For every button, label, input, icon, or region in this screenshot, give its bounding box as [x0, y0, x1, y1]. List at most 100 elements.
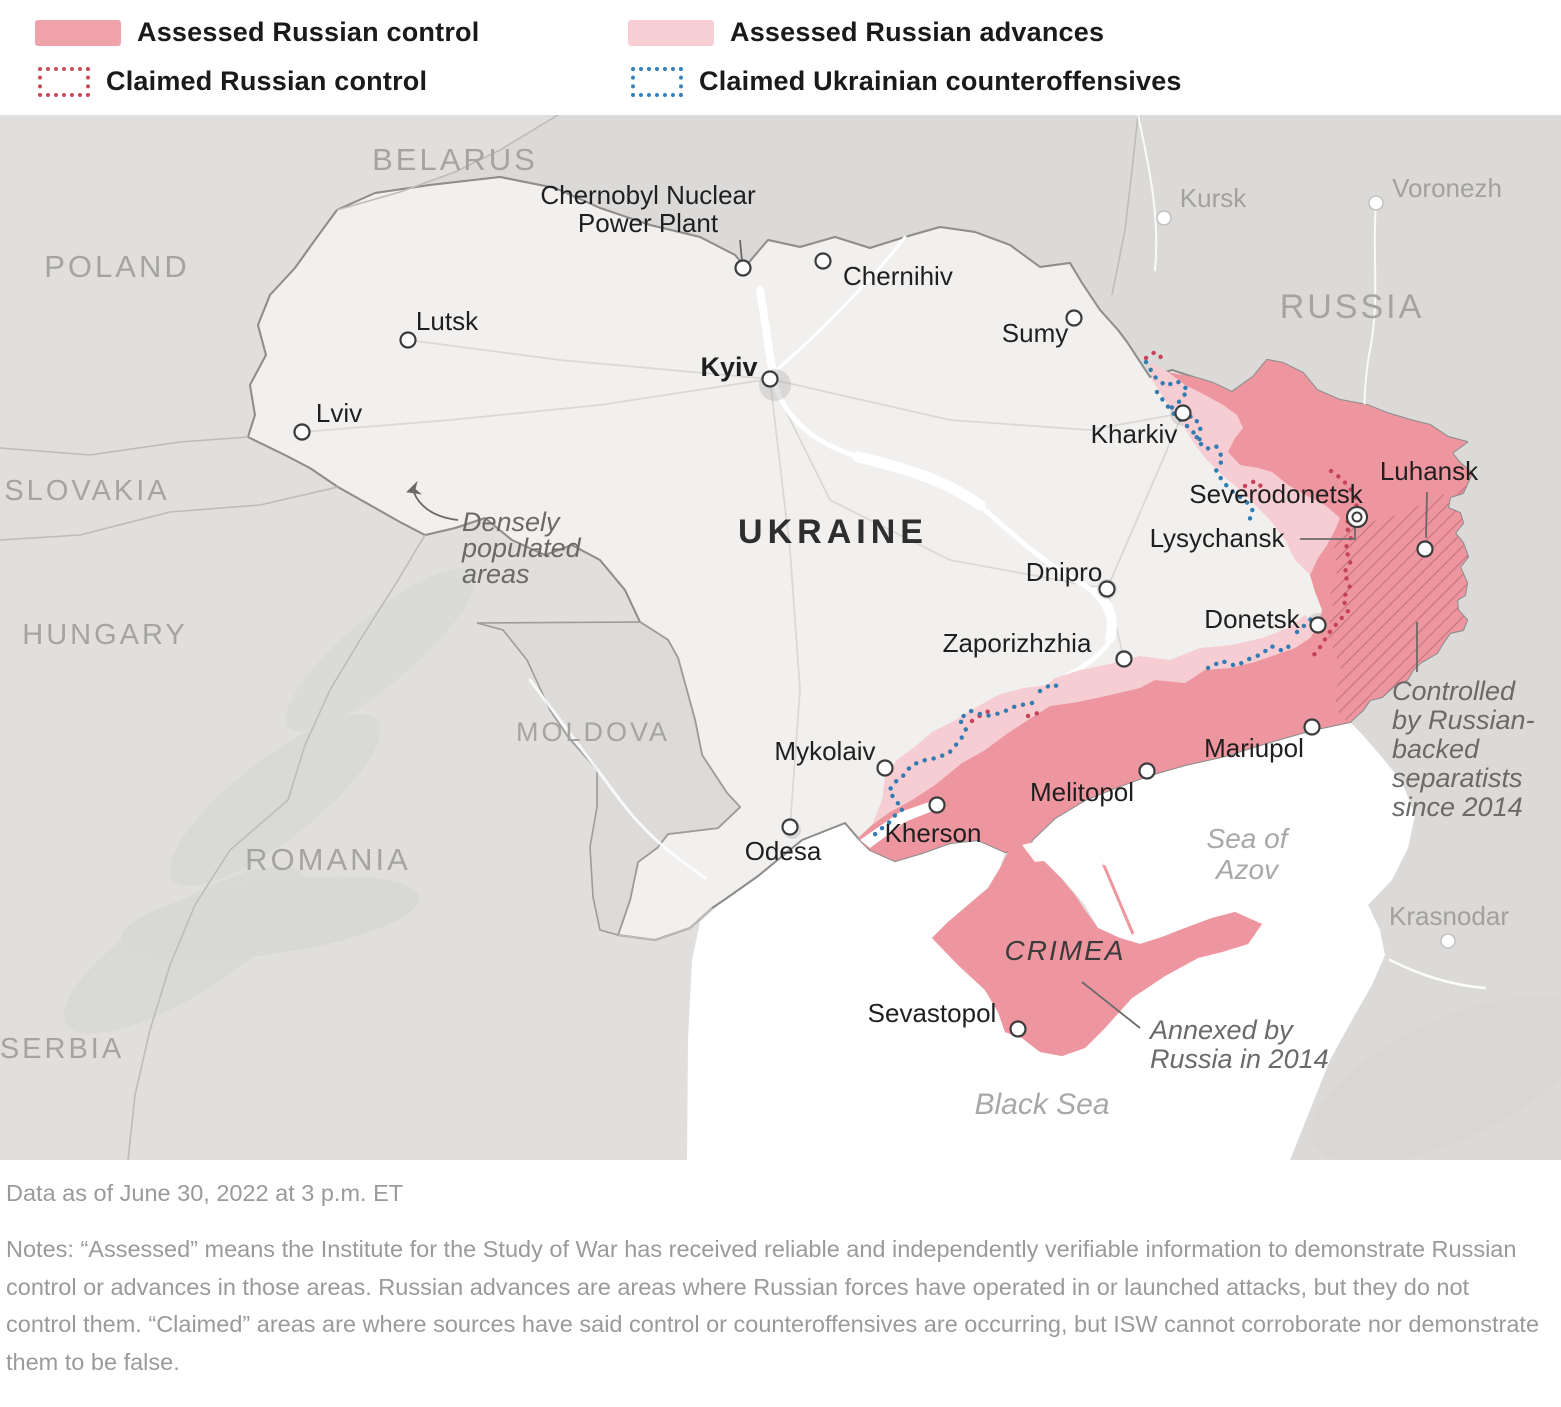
sea-label-black-sea: Black Sea [974, 1088, 1109, 1121]
svg-text:Annexed by: Annexed by [1148, 1015, 1294, 1045]
city-label: Luhansk [1380, 456, 1479, 486]
country-labels: BELARUS POLAND SLOVAKIA HUNGARY ROMANIA SERBI… [0, 142, 1425, 1065]
sea [687, 722, 1415, 1160]
svg-text:populated: populated [461, 533, 582, 563]
city-marker [1416, 540, 1434, 558]
separatist-hatch-region [1326, 473, 1472, 722]
densely-populated-arrow [406, 480, 459, 521]
city-label: Melitopol [1030, 777, 1134, 807]
legend-label: Claimed Russian control [106, 66, 428, 96]
city-voronezh: Voronezh [1368, 173, 1502, 211]
svg-text:Black Sea: Black Sea [974, 1088, 1109, 1121]
city-label: Power Plant [578, 208, 719, 238]
svg-text:areas: areas [462, 559, 530, 589]
legend-label: Assessed Russian advances [730, 17, 1105, 47]
city-odesa: Odesa [745, 818, 822, 866]
city-marker [734, 259, 752, 277]
svg-text:by Russian-: by Russian- [1392, 705, 1535, 735]
city-kherson: Kherson [885, 796, 982, 848]
city-label: Kyiv [700, 352, 757, 382]
claimed-russian-control-swatch [38, 66, 90, 97]
city-label: Dnipro [1026, 557, 1103, 587]
city-label: Lviv [316, 398, 362, 428]
country-label-moldova: MOLDOVA [516, 717, 670, 747]
country-label-hungary: HUNGARY [22, 619, 188, 651]
terrain-shading [63, 568, 1561, 1160]
crimea-label: CRIMEA [1005, 935, 1126, 966]
ukraine-war-map: BELARUS POLAND SLOVAKIA HUNGARY ROMANIA SERBI… [0, 115, 1561, 1160]
city-marker [1309, 616, 1327, 634]
rivers [528, 115, 1487, 990]
city-marker [781, 818, 799, 836]
city-label: Krasnodar [1389, 901, 1509, 931]
city-label: Chernobyl Nuclear [540, 180, 756, 210]
city-marker [1138, 762, 1156, 780]
city-kursk: Kursk [1156, 183, 1247, 226]
svg-text:Controlled: Controlled [1392, 676, 1516, 706]
sivash-lagoons [1022, 838, 1132, 875]
claimed-ukrainian-counteroffensives-swatch [631, 66, 683, 97]
city-luhansk: Luhansk [1380, 456, 1479, 558]
claimed-russian-control-lines [969, 349, 1361, 724]
country-label-russia: RUSSIA [1280, 288, 1425, 326]
assessed-russian-control-region [858, 360, 1472, 861]
svg-text:Russia in 2014: Russia in 2014 [1150, 1044, 1329, 1074]
city-label: Zaporizhzhia [943, 628, 1092, 658]
legend-item-claimed-russian-control: Claimed Russian control [38, 66, 427, 97]
city-kyiv: Kyiv [700, 352, 779, 388]
country-label-ukraine: UKRAINE [738, 513, 928, 551]
legend-label: Claimed Ukrainian counteroffensives [699, 66, 1182, 96]
country-label-belarus: BELARUS [372, 142, 538, 177]
legend: Assessed Russian control Assessed Russia… [0, 0, 1561, 115]
svg-text:since 2014: since 2014 [1392, 792, 1523, 822]
data-as-of: Data as of June 30, 2022 at 3 p.m. ET [6, 1180, 404, 1206]
city-donetsk: Donetsk [1204, 604, 1327, 634]
city-label: Kherson [885, 818, 982, 848]
country-label-slovakia: SLOVAKIA [4, 475, 169, 507]
dnieper-estuary [860, 800, 945, 848]
footer: Data as of June 30, 2022 at 3 p.m. ET No… [0, 1160, 1561, 1407]
country-label-romania: ROMANIA [245, 842, 411, 877]
city-label: Sumy [1002, 318, 1068, 348]
city-marker [1065, 309, 1083, 327]
country-label-poland: POLAND [44, 249, 189, 284]
svg-text:Azov: Azov [1214, 854, 1280, 885]
city-sevastopol: Sevastopol [868, 998, 1027, 1038]
assessed-russian-control-swatch [35, 19, 121, 46]
city-label: Donetsk [1204, 604, 1300, 634]
city-marker [1303, 718, 1321, 736]
city-lutsk: Lutsk [399, 306, 479, 349]
city-zaporizhzhia: Zaporizhzhia [943, 628, 1133, 668]
city-sumy: Sumy [1002, 309, 1083, 348]
city-label: Odesa [745, 836, 822, 866]
city-lysychansk: Lysychansk [1150, 523, 1286, 553]
city-marker [1115, 650, 1133, 668]
city-marker [1345, 505, 1369, 529]
svg-text:separatists: separatists [1392, 763, 1523, 793]
city-lviv: Lviv [293, 398, 362, 441]
city-dnipro: Dnipro [1026, 557, 1116, 598]
city-label: Lutsk [416, 306, 479, 336]
city-label: Chernihiv [843, 261, 953, 291]
city-marker [761, 370, 779, 388]
city-label: Sevastopol [868, 998, 997, 1028]
city-marker [1174, 404, 1192, 422]
city-marker [1440, 933, 1456, 949]
svg-text:Sea of: Sea of [1207, 823, 1291, 854]
neighbor-borders [0, 115, 1139, 1160]
city-label: Kharkiv [1091, 419, 1178, 449]
city-label: Mykolaiv [774, 736, 875, 766]
map-svg: BELARUS POLAND SLOVAKIA HUNGARY ROMANIA SERBI… [0, 115, 1561, 1160]
city-marker [1009, 1020, 1027, 1038]
city-marker [293, 423, 311, 441]
city-label: Lysychansk [1150, 523, 1286, 553]
leader-lines [406, 239, 1428, 1029]
arabat-spit [1098, 855, 1135, 935]
city-kharkiv: Kharkiv [1091, 404, 1192, 449]
